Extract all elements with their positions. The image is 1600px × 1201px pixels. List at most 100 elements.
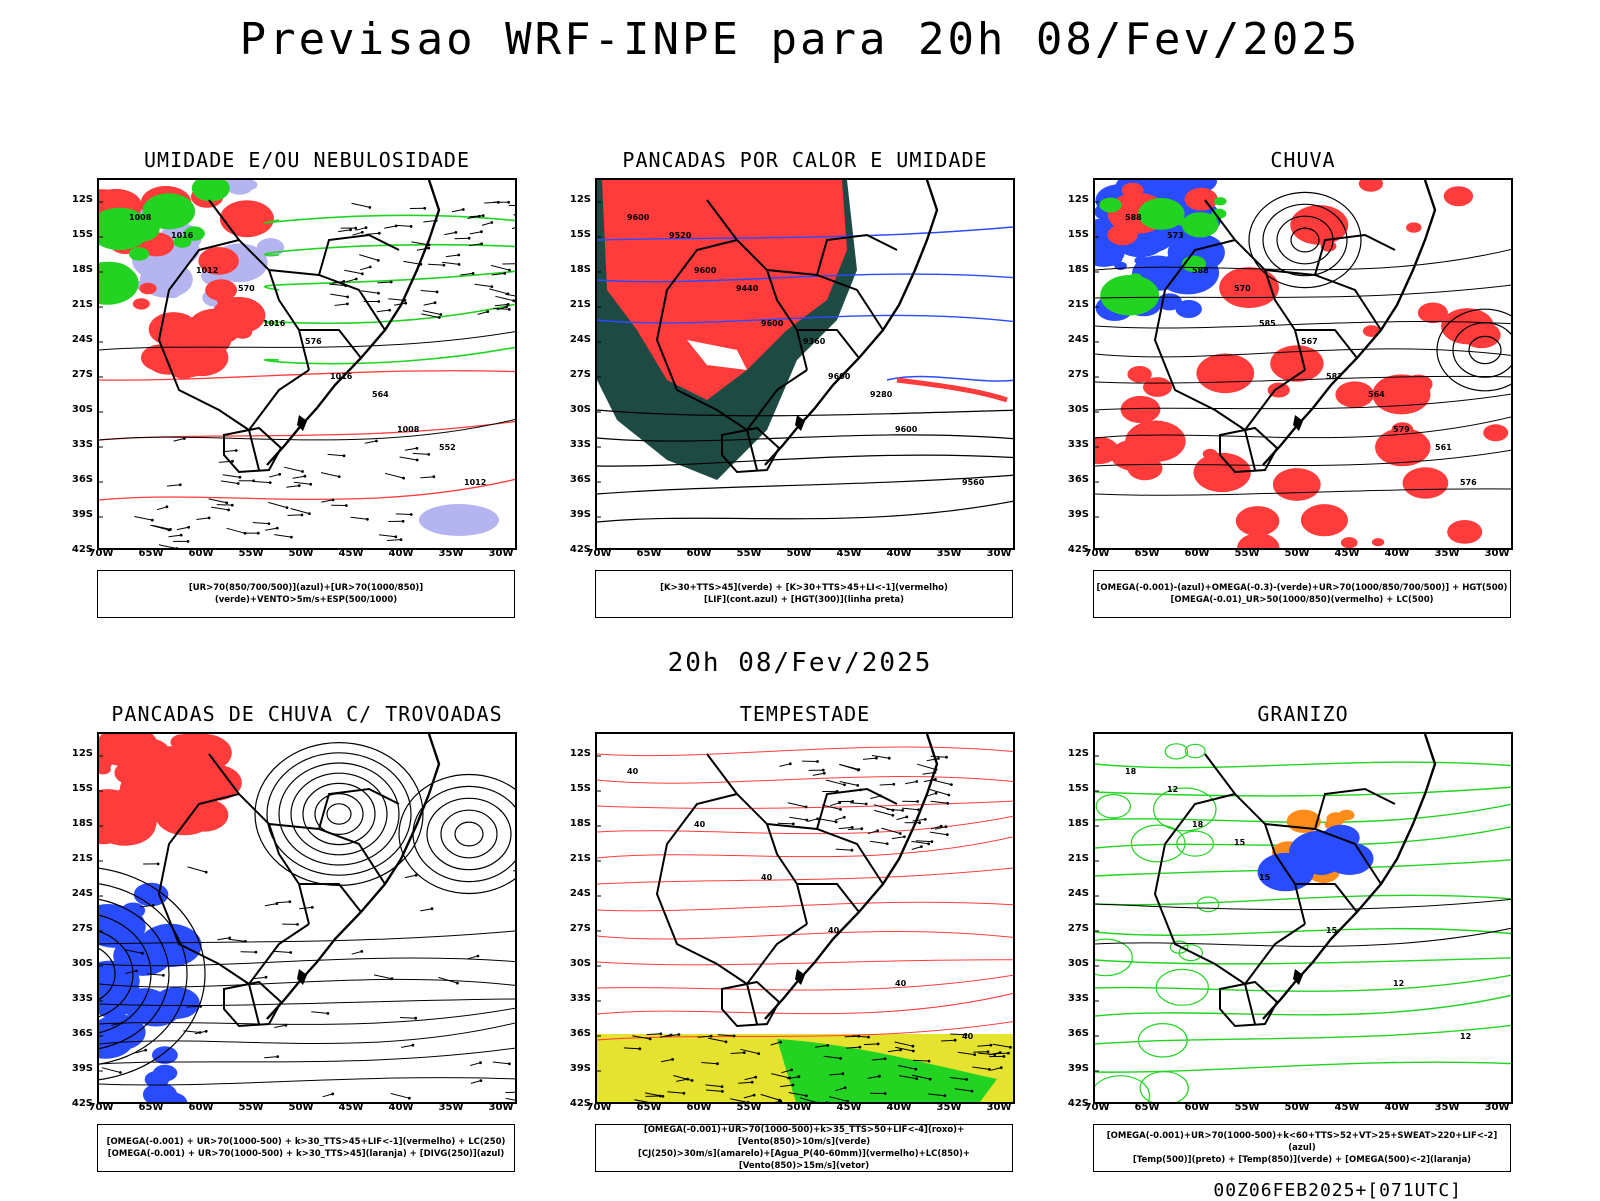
contour-label: 15 [1326,926,1338,935]
field-blob [139,283,156,295]
wind-vector-head [659,1032,662,1035]
lon-tick-label: 35W [1435,1102,1460,1113]
wind-vector-head [875,757,878,760]
wind-vector [265,904,277,906]
lon-tick-label: 30W [1485,548,1510,559]
wind-vector-head [436,291,439,294]
contour-label: 9280 [870,390,893,399]
wind-vector-head [901,809,904,812]
wind-vector [286,486,299,488]
wind-vector [403,261,420,264]
wind-vector-head [912,1050,915,1053]
field-blob [1185,188,1218,211]
lon-tick-label: 70W [587,1102,612,1113]
wind-vector-head [162,974,165,977]
lon-tick-label: 65W [1135,548,1160,559]
lat-tick-label: 30S [1068,958,1089,969]
wind-vector [264,1057,277,1058]
wind-vector [444,232,456,234]
lon-tick-label: 45W [339,1102,364,1113]
panel-title-tempestade: TEMPESTADE [595,702,1015,726]
wind-vector-head [757,1052,760,1055]
contour-ring [291,773,387,855]
wind-vector-head [257,532,260,535]
wind-vector-head [205,1030,208,1033]
wind-vector-head [725,1040,728,1043]
field-blob [1462,322,1500,348]
lat-tick-label: 24S [1068,888,1089,899]
wind-vector [211,507,229,510]
lat-tick-label: 24S [72,888,93,899]
wind-vector-head [168,529,171,532]
lat-tick-label: 36S [570,474,591,485]
field-blob [1236,506,1280,536]
wind-vector [275,951,291,952]
lat-tick-label: 27S [570,923,591,934]
wind-vector [482,223,492,226]
wind-vector-head [916,800,919,803]
wind-vector-head [375,440,378,443]
legend-tempestade: [OMEGA(-0.001)+UR>70(1000-500)+k>35_TTS>… [595,1124,1013,1172]
wind-vector-head [388,309,391,312]
wind-vector-head [671,1058,674,1061]
legend-line: [Temp(500)](preto) + [Temp(850)](verde) … [1133,1154,1471,1166]
wind-vector [779,764,790,767]
field-blob [1196,354,1254,394]
field-blob [1447,520,1482,544]
wind-vector-head [456,982,459,985]
wind-vector-head [798,1075,801,1078]
wind-vector [916,841,932,842]
lon-tick-label: 60W [189,548,214,559]
field-blob [1444,186,1473,206]
wind-vector-head [1007,1052,1010,1055]
wind-vector [253,523,269,524]
wind-vector-head [790,1069,793,1072]
wind-vector [387,540,401,541]
wind-vector-head [857,769,860,772]
wind-vector-head [199,1005,202,1008]
wind-vector-head [368,206,371,209]
contour-label: 9600 [828,372,851,381]
field-blob [1341,537,1358,548]
lon-tick-label: 55W [737,548,762,559]
legend-line: [OMEGA(-0.001)+UR>70(1000-500)+k<60+TTS>… [1094,1130,1510,1154]
lat-tick-label: 30S [570,958,591,969]
wind-vector-head [792,823,795,826]
wind-vector [902,808,919,810]
contour-line [597,836,1015,858]
wind-vector [361,291,378,294]
lat-tick-label: 39S [570,1063,591,1074]
wind-vector-head [480,242,483,245]
wind-vector-head [503,272,506,275]
red-streak [897,380,1007,400]
lat-tick-label: 21S [72,853,93,864]
wind-vector [905,782,917,784]
contour-label: 1016 [263,319,286,328]
wind-vector-head [268,522,271,525]
wind-vector-head [721,1085,724,1088]
wind-vector-head [915,1077,918,1080]
lat-tick-label: 36S [570,1028,591,1039]
lat-tick-label: 15S [570,783,591,794]
lon-tick-label: 50W [1285,1102,1310,1113]
lon-tick-label: 35W [937,1102,962,1113]
wind-vector-head [410,513,413,516]
wind-vector [359,255,378,261]
contour-line [1095,929,1513,936]
wind-vector-head [434,301,437,304]
wind-vector [789,817,806,820]
wind-vector [807,819,817,822]
wind-vector [819,819,837,822]
lat-tick-label: 12S [570,194,591,205]
lon-tick-label: 50W [289,548,314,559]
state-border [817,789,897,829]
lat-tick-label: 30S [72,404,93,415]
wind-vector [839,764,858,770]
wind-vector-head [490,221,493,224]
contour-line [597,815,1015,833]
contour-ring [315,794,363,835]
